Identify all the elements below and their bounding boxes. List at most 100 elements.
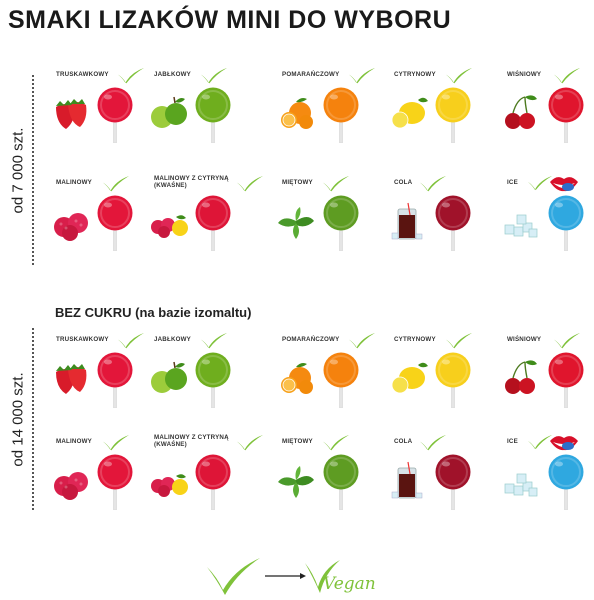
quantity-label: od 14 000 szt.	[9, 371, 27, 467]
mint-icon	[276, 201, 320, 248]
lollipop-icon	[194, 195, 232, 256]
flavor-card: ICE	[503, 432, 594, 552]
flavor-label: MALINOWY Z CYTRYNĄ (KWAŚNE)	[154, 175, 229, 189]
check-icon	[419, 434, 447, 456]
raspberry-icon	[50, 201, 94, 248]
vegan-badge: Vegan	[207, 558, 375, 595]
lollipop-icon	[434, 352, 472, 413]
check-icon	[117, 332, 145, 354]
lips-icon	[549, 432, 579, 457]
flavor-card: TRUSKAWKOWY	[52, 65, 162, 185]
arrow-head-icon	[300, 573, 306, 579]
lollipop-icon	[194, 454, 232, 515]
mint-icon	[276, 460, 320, 507]
check-icon	[207, 558, 260, 595]
vegan-check-icon	[305, 560, 340, 593]
lollipop-icon	[434, 195, 472, 256]
cherry-icon	[501, 93, 545, 140]
flavor-label: MALINOWY	[56, 438, 92, 445]
strawberry-icon	[50, 358, 94, 405]
check-icon	[236, 434, 264, 456]
vegan-text: Vegan	[323, 574, 375, 594]
apple-icon	[148, 358, 192, 405]
lollipop-icon	[194, 87, 232, 148]
raspberry-icon	[50, 460, 94, 507]
quantity-label: od 7 000 szt.	[9, 127, 27, 213]
section-2-quantity: od 14 000 szt.	[8, 328, 34, 510]
raspberry-lemon-icon	[148, 460, 192, 507]
check-icon	[527, 434, 553, 455]
lollipop-icon	[547, 87, 585, 148]
lollipop-icon	[322, 352, 360, 413]
check-icon	[527, 175, 553, 196]
orange-icon	[276, 358, 320, 405]
ice-icon	[501, 201, 545, 248]
lollipop-icon	[96, 87, 134, 148]
lollipop-icon	[434, 454, 472, 515]
flavor-card: JABŁKOWY	[150, 65, 260, 185]
flavor-card: ICE	[503, 173, 594, 293]
flavor-label: ICE	[507, 179, 518, 186]
flavor-card: JABŁKOWY	[150, 330, 260, 450]
flavor-card: WIŚNIOWY	[503, 65, 594, 185]
flavor-card: COLA	[390, 173, 500, 293]
cola-icon	[388, 460, 432, 507]
check-icon	[419, 175, 447, 197]
flavor-label: MALINOWY	[56, 179, 92, 186]
lollipop-icon	[96, 454, 134, 515]
dotted-divider	[32, 328, 34, 510]
flavor-label: CYTRYNOWY	[394, 336, 436, 343]
lollipop-icon	[547, 195, 585, 256]
check-icon	[200, 67, 228, 89]
flavor-label: WIŚNIOWY	[507, 71, 542, 78]
flavor-card: CYTRYNOWY	[390, 65, 500, 185]
flavor-card: MALINOWY	[52, 173, 162, 293]
lollipop-icon	[322, 195, 360, 256]
check-icon	[236, 175, 264, 197]
check-icon	[102, 175, 130, 197]
flavor-label: TRUSKAWKOWY	[56, 71, 109, 78]
check-icon	[553, 332, 581, 354]
cola-icon	[388, 201, 432, 248]
flavor-label: MIĘTOWY	[282, 179, 313, 186]
check-icon	[348, 67, 376, 89]
flavor-card: CYTRYNOWY	[390, 330, 500, 450]
section-1-quantity: od 7 000 szt.	[8, 75, 34, 265]
flavor-card: COLA	[390, 432, 500, 552]
lollipop-icon	[322, 87, 360, 148]
check-icon	[553, 67, 581, 89]
lollipop-icon	[96, 352, 134, 413]
flavor-label: COLA	[394, 438, 413, 445]
flavor-label: TRUSKAWKOWY	[56, 336, 109, 343]
flavor-card: MIĘTOWY	[278, 432, 388, 552]
lollipop-icon	[434, 87, 472, 148]
flavor-card: TRUSKAWKOWY	[52, 330, 162, 450]
flavor-label: JABŁKOWY	[154, 71, 192, 78]
lollipop-icon	[322, 454, 360, 515]
check-icon	[445, 67, 473, 89]
cherry-icon	[501, 358, 545, 405]
flavor-label: ICE	[507, 438, 518, 445]
raspberry-lemon-icon	[148, 201, 192, 248]
flavor-label: COLA	[394, 179, 413, 186]
flavor-card: POMARAŃCZOWY	[278, 330, 388, 450]
lollipop-icon	[96, 195, 134, 256]
flavor-card: MIĘTOWY	[278, 173, 388, 293]
check-icon	[200, 332, 228, 354]
flavor-card: WIŚNIOWY	[503, 330, 594, 450]
flavor-card: MALINOWY Z CYTRYNĄ (KWAŚNE)	[148, 173, 264, 293]
flavor-label: MALINOWY Z CYTRYNĄ (KWAŚNE)	[154, 434, 229, 448]
lemon-icon	[388, 93, 432, 140]
lollipop-icon	[547, 454, 585, 515]
check-icon	[102, 434, 130, 456]
lollipop-icon	[194, 352, 232, 413]
strawberry-icon	[50, 93, 94, 140]
flavor-label: MIĘTOWY	[282, 438, 313, 445]
flavor-card: MALINOWY Z CYTRYNĄ (KWAŚNE)	[148, 432, 264, 552]
check-icon	[117, 67, 145, 89]
flavor-label: CYTRYNOWY	[394, 71, 436, 78]
apple-icon	[148, 93, 192, 140]
check-icon	[322, 434, 350, 456]
page-title: SMAKI LIZAKÓW MINI DO WYBORU	[8, 6, 452, 34]
dotted-divider	[32, 75, 34, 265]
